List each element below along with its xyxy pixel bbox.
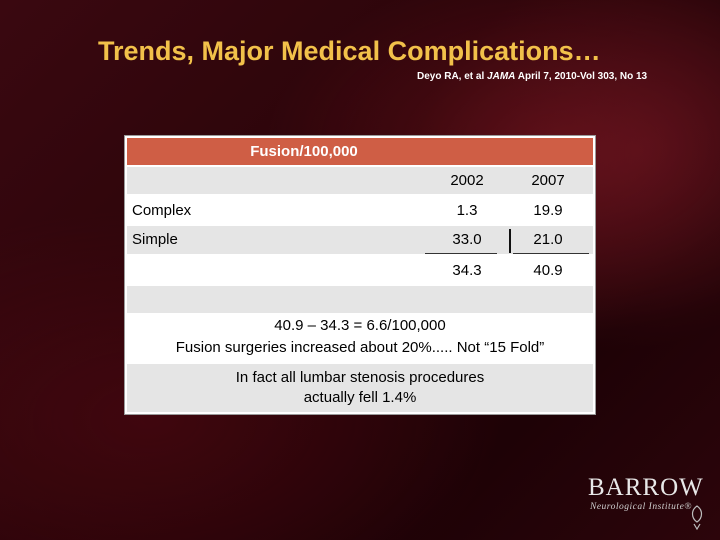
stenosis-line-1: In fact all lumbar stenosis procedures [235, 369, 485, 386]
logo-emblem-icon [691, 505, 703, 530]
column-divider [509, 229, 511, 253]
table-row: Simple 33.0 21.0 [127, 226, 593, 254]
table-header-label: Fusion/100,000 [250, 143, 358, 160]
registered-mark: ® [684, 502, 693, 512]
table-cell: 21.0 [533, 231, 563, 248]
logo-wordmark: BARROW [588, 474, 704, 501]
total-cell-2007: 40.9 [533, 262, 563, 279]
column-header-2007: 2007 [531, 172, 565, 189]
slide-title: Trends, Major Medical Complications… [98, 36, 601, 66]
logo-subtitle: Neurological Institute® [590, 502, 692, 512]
calculation-note: 40.9 – 34.3 = 6.6/100,000 Fusion surgeri… [125, 315, 595, 359]
table-cell: 1.3 [456, 202, 478, 219]
logo-subtitle-text: Neurological Institute [590, 502, 685, 512]
sum-underline [513, 253, 589, 254]
citation-details: April 7, 2010-Vol 303, No 13 [517, 71, 648, 82]
citation-journal: JAMA [487, 71, 516, 82]
citation-authors: Deyo RA, et al [417, 71, 485, 82]
table-row-years: 2002 2007 [127, 167, 593, 194]
calculation-line: 40.9 – 34.3 = 6.6/100,000 [274, 317, 446, 334]
barrow-logo: BARROW Neurological Institute® [588, 474, 708, 534]
sum-underline [425, 253, 497, 254]
citation: Deyo RA, et al JAMA April 7, 2010-Vol 30… [417, 71, 717, 82]
table-cell: 19.9 [533, 202, 563, 219]
table-row-total: 34.3 40.9 [127, 256, 593, 284]
stenosis-note: In fact all lumbar stenosis procedures a… [127, 368, 593, 408]
row-label-simple: Simple [132, 231, 178, 248]
conclusion-line: Fusion surgeries increased about 20%....… [175, 339, 545, 356]
stenosis-line-2: actually fell 1.4% [303, 389, 417, 406]
row-label-complex: Complex [132, 202, 192, 219]
table-row: Complex 1.3 19.9 [127, 196, 593, 224]
table-header: Fusion/100,000 [127, 138, 593, 165]
table-cell: 33.0 [452, 231, 482, 248]
table-row-empty [127, 286, 593, 313]
stenosis-note-box: In fact all lumbar stenosis procedures a… [127, 364, 593, 412]
data-table-panel: Fusion/100,000 2002 2007 Complex 1.3 19.… [125, 136, 595, 414]
total-cell-2002: 34.3 [452, 262, 482, 279]
column-header-2002: 2002 [450, 172, 484, 189]
